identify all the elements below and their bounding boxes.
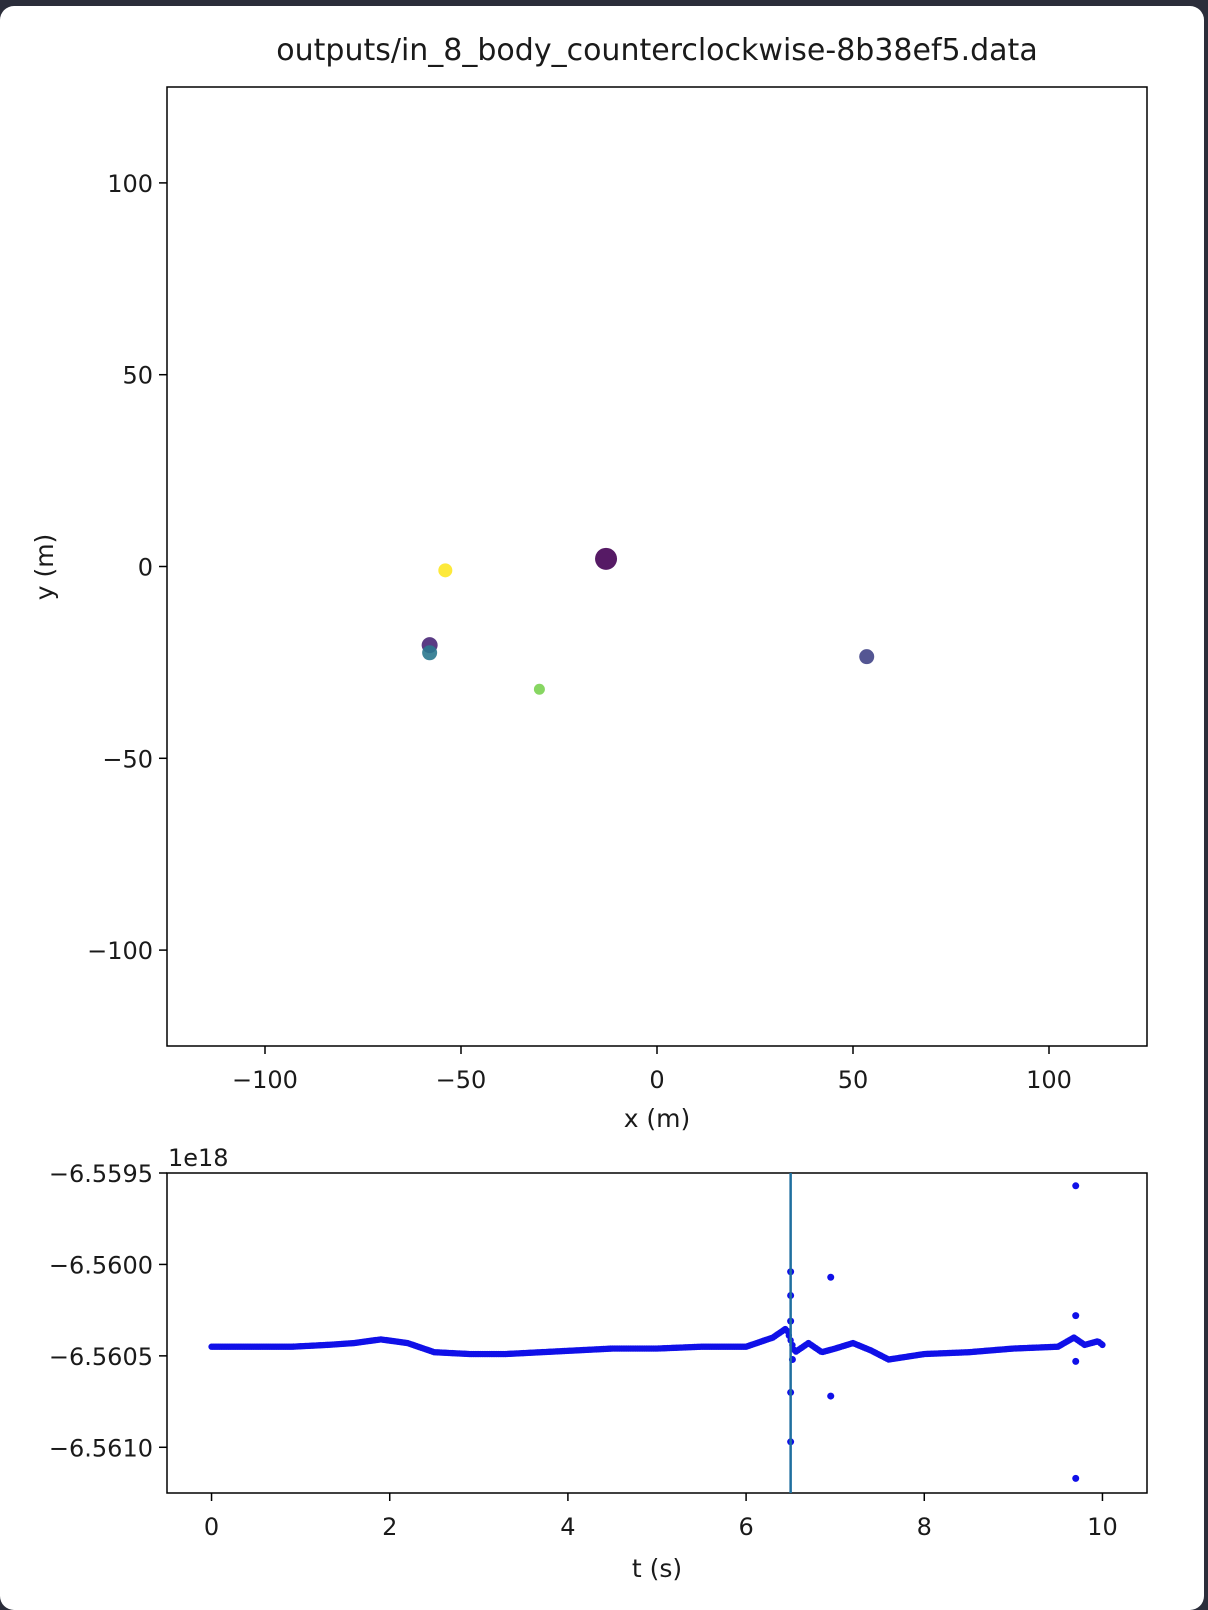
- figure-canvas: outputs/in_8_body_counterclockwise-8b38e…: [30, 33, 1148, 1583]
- energy-point: [1099, 1341, 1106, 1349]
- y-axis-label: y (m): [30, 534, 59, 601]
- y-axis-ticks: 100 50 0 −50 −100: [87, 170, 167, 965]
- x-axis-label: x (m): [624, 1104, 691, 1133]
- x-tick-label: 50: [838, 1066, 869, 1094]
- body-marker: [859, 649, 875, 665]
- plot-area: [166, 86, 1148, 1047]
- y-tick-label: −6.5595: [49, 1160, 153, 1188]
- body-marker: [438, 563, 453, 578]
- x-axis-ticks: 0 2 4 6 8 10: [204, 1493, 1118, 1541]
- y-tick-label: 100: [107, 170, 153, 198]
- x-tick-label: 0: [204, 1513, 219, 1541]
- energy-outlier-point: [827, 1392, 835, 1400]
- body-marker: [422, 645, 438, 661]
- body-markers: [421, 547, 875, 695]
- plot-window: outputs/in_8_body_counterclockwise-8b38e…: [0, 6, 1204, 1610]
- y-offset-label: 1e18: [168, 1144, 229, 1172]
- plot-area: [166, 1172, 1148, 1494]
- y-tick-label: 0: [138, 554, 153, 582]
- x-tick-label: −100: [232, 1066, 298, 1094]
- y-tick-label: −100: [87, 937, 153, 965]
- energy-chart: 0 2 4 6 8 10 −6.5595 −6.5600 −6.5605 −6.5610 1e1…: [49, 1144, 1148, 1583]
- x-tick-label: −50: [436, 1066, 487, 1094]
- x-tick-label: 2: [382, 1513, 397, 1541]
- trajectory-chart: outputs/in_8_body_counterclockwise-8b38e…: [30, 33, 1148, 1133]
- energy-series: [208, 1182, 1106, 1482]
- x-tick-label: 8: [917, 1513, 932, 1541]
- body-marker: [595, 547, 618, 570]
- x-tick-label: 10: [1087, 1513, 1118, 1541]
- y-tick-label: −6.5610: [49, 1434, 153, 1462]
- x-axis-ticks: −100 −50 0 50 100: [232, 1046, 1072, 1094]
- energy-outlier-point: [1072, 1312, 1080, 1320]
- y-tick-label: −50: [102, 745, 153, 773]
- x-axis-label: t (s): [632, 1554, 682, 1583]
- x-tick-label: 6: [738, 1513, 753, 1541]
- y-tick-label: 50: [122, 362, 153, 390]
- energy-outlier-point: [1072, 1182, 1080, 1190]
- y-tick-label: −6.5605: [49, 1343, 153, 1371]
- x-tick-label: 4: [560, 1513, 575, 1541]
- body-marker: [533, 683, 545, 695]
- y-tick-label: −6.5600: [49, 1251, 153, 1279]
- x-tick-label: 100: [1026, 1066, 1072, 1094]
- energy-outlier-point: [1072, 1357, 1080, 1365]
- chart-title: outputs/in_8_body_counterclockwise-8b38e…: [276, 33, 1037, 68]
- energy-outlier-point: [827, 1273, 835, 1281]
- x-tick-label: 0: [649, 1066, 664, 1094]
- energy-outlier-point: [1072, 1474, 1080, 1482]
- y-axis-ticks: −6.5595 −6.5600 −6.5605 −6.5610: [49, 1160, 167, 1462]
